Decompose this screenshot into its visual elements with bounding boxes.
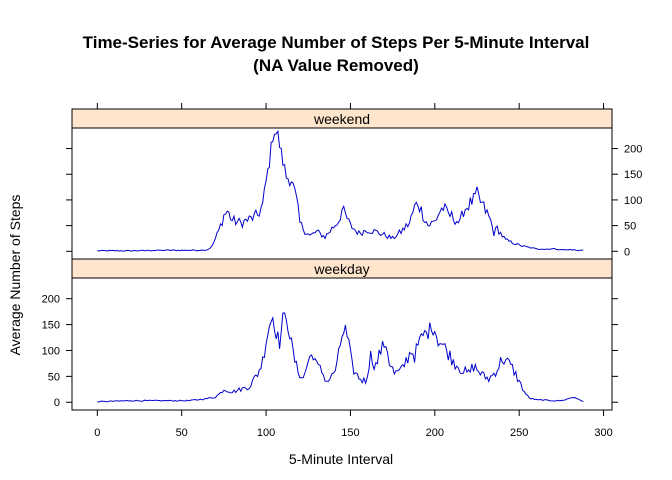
y-tick-label-weekday: 100 (42, 345, 60, 357)
series-line-weekend (97, 129, 584, 252)
x-tick-label: 150 (341, 427, 359, 439)
y-axis-label: Average Number of Steps (7, 195, 23, 356)
y-tick-label-weekday: 150 (42, 320, 60, 332)
series-line-weekday (97, 312, 584, 403)
y-tick-label-weekend: 100 (624, 195, 642, 207)
y-tick-label-weekend: 0 (624, 246, 630, 258)
x-tick-label: 250 (510, 427, 528, 439)
x-tick-label: 100 (257, 427, 275, 439)
y-tick-label-weekend: 200 (624, 144, 642, 156)
x-axis-label: 5-Minute Interval (289, 451, 393, 467)
y-tick-label-weekday: 50 (48, 371, 60, 383)
panel-frame-weekday (71, 277, 613, 411)
panel-frame-weekend (71, 127, 613, 260)
chart-subtitle: (NA Value Removed) (253, 56, 419, 75)
y-tick-label-weekend: 50 (624, 221, 636, 233)
y-tick-label-weekday: 0 (54, 397, 60, 409)
strip-label-weekend: weekend (313, 111, 370, 127)
x-tick-label: 0 (94, 427, 100, 439)
y-tick-label-weekend: 150 (624, 169, 642, 181)
strip-label-weekday: weekday (313, 261, 369, 277)
x-tick-label: 200 (426, 427, 444, 439)
chart-title: Time-Series for Average Number of Steps … (83, 33, 590, 52)
y-tick-label-weekday: 200 (42, 294, 60, 306)
plot-area: weekend 0 50 100 150 200 weekday 0 50 100 150 200 0 5… (42, 103, 642, 439)
x-tick-label: 300 (594, 427, 612, 439)
x-tick-label: 50 (176, 427, 188, 439)
